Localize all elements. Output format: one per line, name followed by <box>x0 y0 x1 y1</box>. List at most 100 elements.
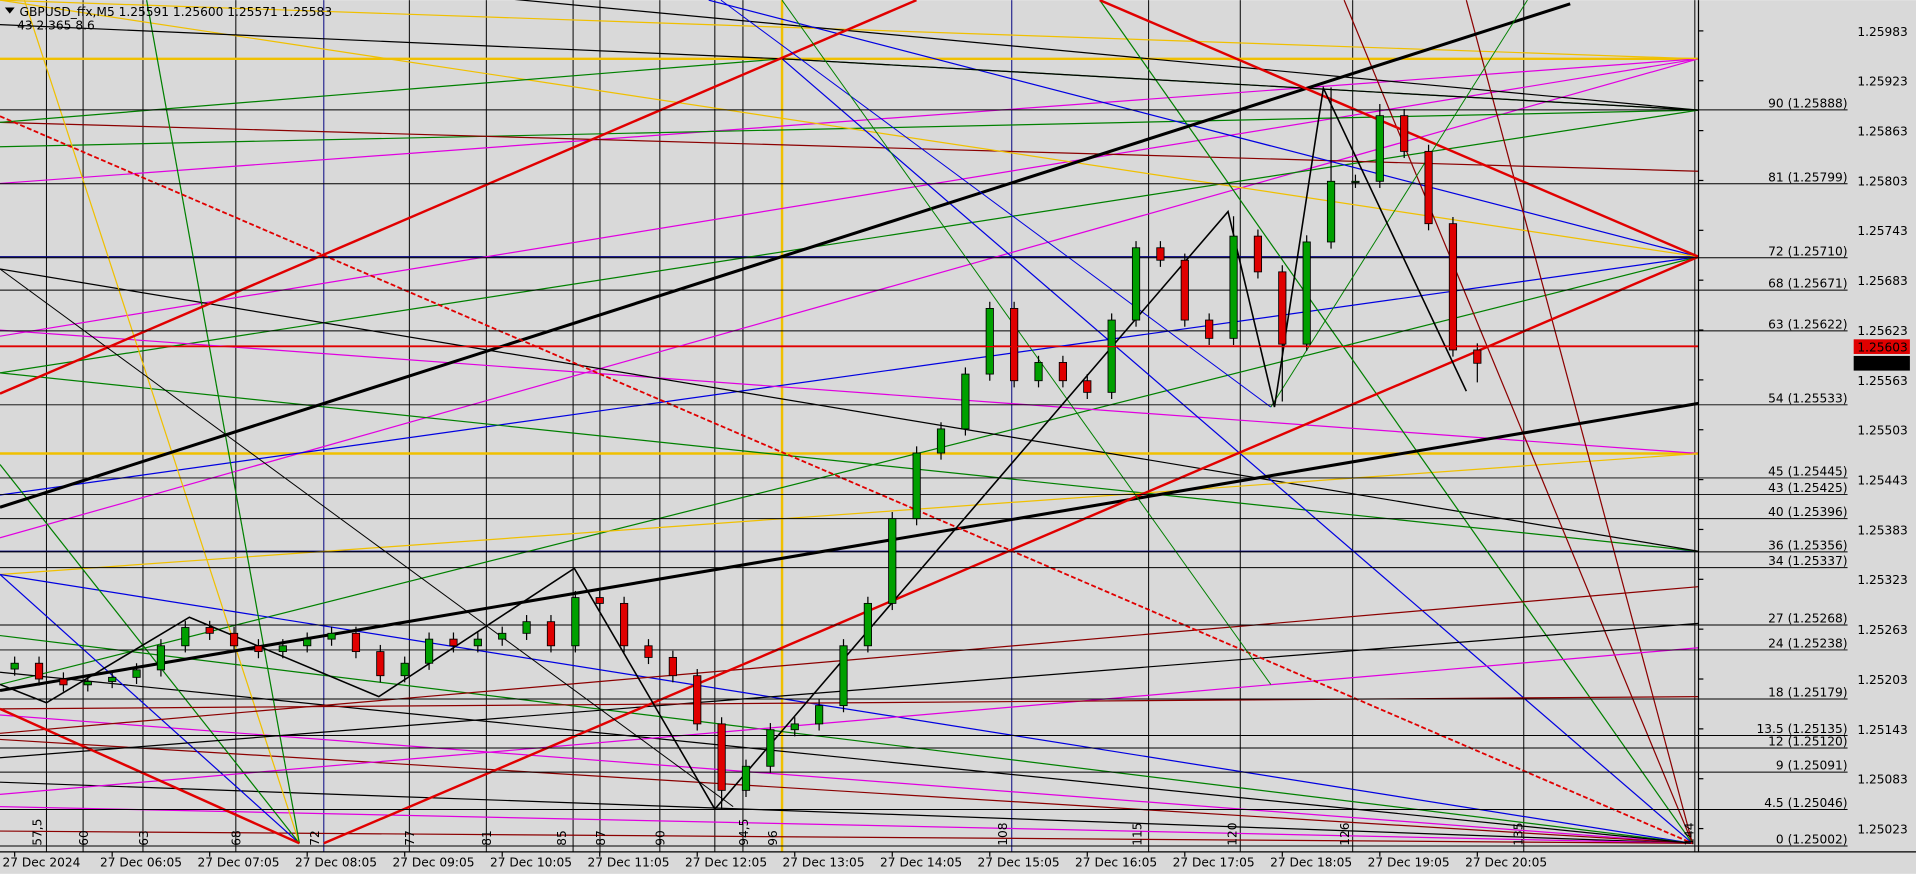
gann-line <box>782 58 1699 111</box>
candle-body <box>522 621 531 634</box>
time-mark: 120 <box>1226 822 1240 845</box>
candle-body <box>888 518 897 604</box>
candle-body <box>205 627 214 634</box>
candle-body <box>1180 259 1189 321</box>
gann-line <box>0 464 300 844</box>
candle-body <box>912 452 921 520</box>
time-mark: 81 <box>480 830 494 846</box>
candle-body <box>1253 235 1263 273</box>
gann-line <box>0 372 1699 552</box>
time-mark: 108 <box>996 822 1010 845</box>
gann-line <box>0 806 1693 844</box>
level-label: 24 (1.25238) <box>1768 636 1847 650</box>
candle-body <box>1229 235 1238 339</box>
candle-body <box>815 705 824 725</box>
gann-line <box>1099 0 1699 258</box>
y-tick-label: 1.25743 <box>1857 224 1907 238</box>
gann-line <box>0 23 783 60</box>
candle-body <box>229 632 239 647</box>
x-tick-label: 27 Dec 11:05 <box>588 856 670 870</box>
time-mark: 115 <box>1130 822 1144 845</box>
y-tick-label: 1.25383 <box>1857 523 1907 537</box>
y-tick-label: 1.25263 <box>1857 623 1907 637</box>
candle-body <box>278 645 287 653</box>
candle-body <box>449 638 458 647</box>
candle-body <box>400 662 409 677</box>
candle-body <box>1448 223 1458 351</box>
level-label: 18 (1.25179) <box>1768 686 1847 700</box>
y-tick-label: 1.25083 <box>1857 773 1907 787</box>
candle-body <box>790 723 799 731</box>
price-box-label: 1.25583 <box>1857 357 1907 371</box>
level-label: 13.5 (1.25135) <box>1757 722 1848 736</box>
x-tick-label: 27 Dec 09:05 <box>392 856 474 870</box>
candle-body <box>351 632 361 653</box>
candle-body <box>766 729 775 767</box>
gann-line <box>0 586 1699 734</box>
price-box <box>1853 355 1910 371</box>
x-tick-label: 27 Dec 10:05 <box>490 856 572 870</box>
gann-line <box>0 109 1699 374</box>
candle-body <box>936 428 946 454</box>
gann-line <box>1465 0 1693 844</box>
candle-body <box>424 638 434 664</box>
gann-lines <box>0 0 1699 852</box>
gann-line <box>720 0 1272 408</box>
level-label: 27 (1.25268) <box>1768 612 1847 626</box>
y-tick-label: 1.25443 <box>1857 473 1907 487</box>
candle-body <box>1010 307 1019 382</box>
header-icon <box>4 7 15 14</box>
time-mark: 85 <box>555 830 569 846</box>
level-label: 12 (1.25120) <box>1768 735 1847 749</box>
x-tick-label: 27 Dec 16:05 <box>1075 856 1157 870</box>
x-tick-label: 27 Dec 19:05 <box>1368 856 1450 870</box>
level-label: 90 (1.25888) <box>1768 96 1847 110</box>
y-tick-label: 1.25023 <box>1857 822 1907 836</box>
candle-body <box>498 632 507 640</box>
candle-body <box>473 638 482 647</box>
gann-line <box>514 0 1699 111</box>
gann-line <box>0 574 300 844</box>
candle-body <box>1424 150 1433 225</box>
zigzag <box>0 85 1468 811</box>
candle-body <box>59 678 68 686</box>
candle-body <box>1326 180 1336 243</box>
gann-line <box>0 329 1699 455</box>
candle-body <box>985 307 994 375</box>
gann-line <box>0 2 1571 509</box>
gann-line <box>708 0 1699 258</box>
level-label: 81 (1.25799) <box>1768 170 1847 184</box>
chart-subtitle: 43 2.365 8.6 <box>17 18 95 32</box>
gann-line <box>0 647 1699 796</box>
y-tick-label: 1.25623 <box>1857 324 1907 338</box>
gann-line <box>146 0 300 844</box>
level-label: 72 (1.25710) <box>1768 244 1847 258</box>
gann-line <box>0 268 1699 552</box>
gann-line <box>0 830 1693 844</box>
y-tick-label: 1.25203 <box>1857 673 1907 687</box>
level-label: 40 (1.25396) <box>1768 505 1847 519</box>
candle-body <box>863 602 872 647</box>
level-label: 34 (1.25337) <box>1768 554 1847 568</box>
candle-body <box>10 662 19 670</box>
y-tick-label: 1.25803 <box>1857 174 1907 188</box>
x-tick-label: 27 Dec 13:05 <box>783 856 865 870</box>
level-label: 0 (1.25002) <box>1776 833 1848 847</box>
candle-body <box>595 597 604 604</box>
time-mark: 126 <box>1338 822 1352 845</box>
gann-line <box>0 0 917 395</box>
candle-body <box>571 597 580 647</box>
candle-body <box>1473 349 1482 364</box>
gann-line <box>23 0 300 844</box>
time-mark: 90 <box>654 830 668 846</box>
candle-body <box>1351 180 1360 183</box>
time-mark: 144 <box>1683 822 1697 846</box>
gann-line <box>0 58 1699 185</box>
gann-line <box>0 268 734 808</box>
level-label: 63 (1.25622) <box>1768 317 1847 331</box>
time-mark: 96 <box>766 830 780 846</box>
time-mark: 94,5 <box>737 819 751 846</box>
candle-body <box>1107 319 1116 393</box>
gann-line <box>0 738 1693 844</box>
